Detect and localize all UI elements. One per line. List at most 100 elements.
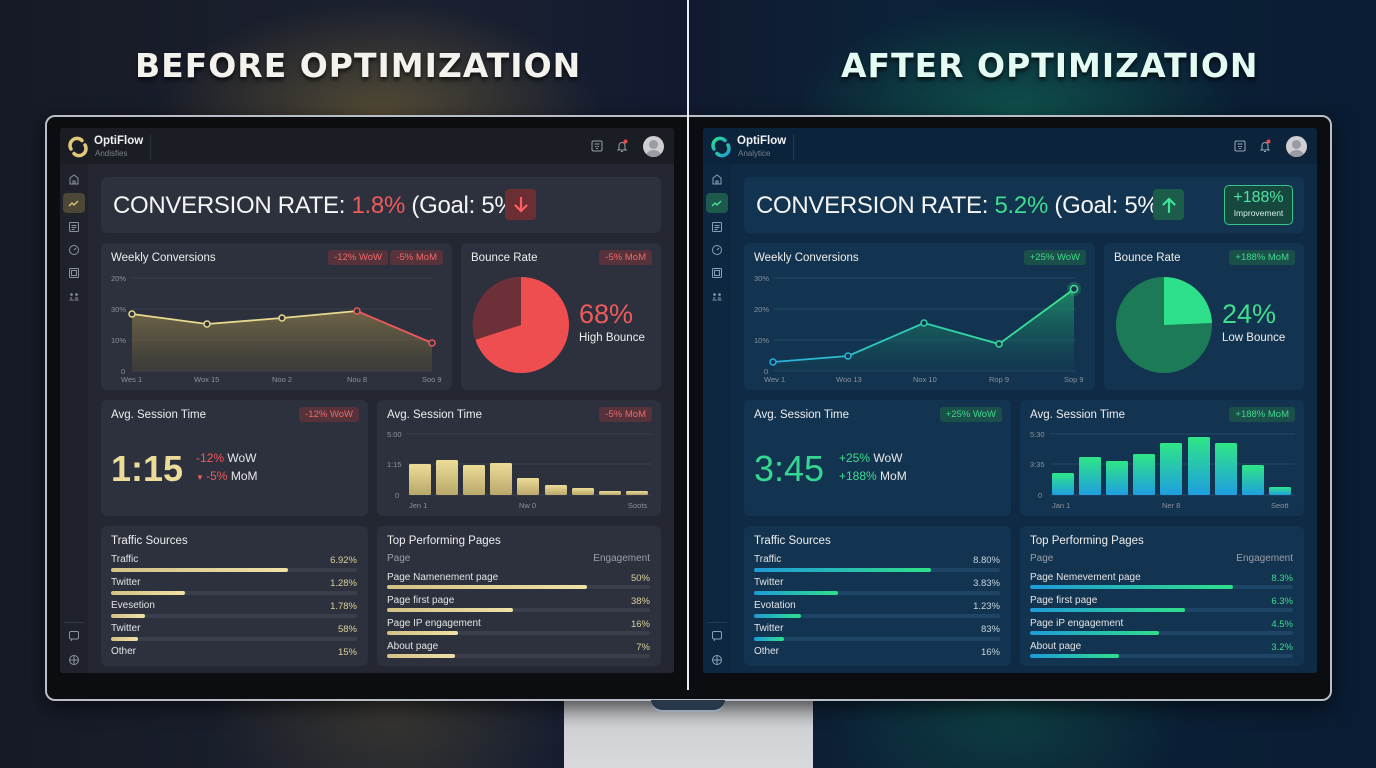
traffic-sources-card: Traffic Sources Traffic 6.92% Twitter 1.… bbox=[101, 526, 368, 666]
chat-icon bbox=[712, 631, 722, 642]
progress-bar bbox=[111, 637, 357, 641]
session-deltas: -12% WoW ▼ -5% MoM bbox=[196, 451, 258, 483]
wow-badge: -12% WoW bbox=[328, 250, 388, 265]
session-value: 3:45 bbox=[754, 448, 825, 489]
sidebar-item-reports[interactable] bbox=[706, 217, 728, 237]
progress-bar bbox=[1030, 631, 1293, 635]
clock-icon bbox=[712, 245, 722, 255]
top-pages-card: Top Performing Pages Page Engagement Pag… bbox=[377, 526, 661, 666]
trend-icon bbox=[711, 200, 722, 207]
arrow-down-icon bbox=[513, 196, 528, 213]
sidebar-item-pages[interactable] bbox=[63, 263, 85, 283]
x-tick: Seott bbox=[1271, 501, 1289, 510]
sidebar-item-time[interactable] bbox=[706, 240, 728, 260]
chat-icon bbox=[69, 631, 79, 642]
down-caret-icon: ▼ bbox=[196, 473, 207, 482]
x-tick: Rop 9 bbox=[989, 375, 1009, 384]
pie-chart bbox=[1116, 276, 1212, 373]
x-tick: Nou 8 bbox=[347, 375, 367, 384]
x-tick: Nox 10 bbox=[913, 375, 937, 384]
users-icon bbox=[712, 293, 722, 301]
x-tick: Nw 0 bbox=[519, 501, 536, 510]
arrow-up-icon bbox=[1161, 196, 1176, 213]
bounce-value: 24% bbox=[1222, 299, 1277, 329]
sidebar-item-analytics[interactable] bbox=[63, 193, 85, 213]
x-tick: Wox 15 bbox=[194, 375, 219, 384]
sidebar-item-settings[interactable] bbox=[706, 650, 728, 670]
y-tick: 0 bbox=[121, 367, 125, 376]
progress-bar bbox=[754, 614, 1000, 618]
divider bbox=[150, 134, 151, 160]
sidebar-item-reports[interactable] bbox=[63, 217, 85, 237]
progress-bar bbox=[387, 654, 650, 658]
app-subtitle: Analytice bbox=[738, 149, 771, 158]
monitor-neck bbox=[651, 700, 725, 712]
card-title: Bounce Rate bbox=[1114, 252, 1181, 264]
x-tick: Jen 1 bbox=[409, 501, 427, 510]
trend-icon bbox=[68, 200, 79, 207]
progress-bar bbox=[1030, 654, 1293, 658]
bell-icon[interactable] bbox=[1258, 139, 1272, 153]
sidebar-item-settings[interactable] bbox=[63, 650, 85, 670]
sidebar-item-users[interactable] bbox=[63, 287, 85, 307]
y-tick: 5:30 bbox=[1030, 430, 1045, 439]
app-name: OptiFlow bbox=[737, 135, 787, 147]
conversion-rate-text: CONVERSION RATE: 5.2% (Goal: 5%) bbox=[756, 192, 1166, 220]
progress-bar bbox=[1030, 585, 1293, 589]
avatar[interactable] bbox=[1286, 136, 1307, 157]
calendar-icon[interactable] bbox=[1233, 139, 1247, 153]
sidebar-item-chat[interactable] bbox=[706, 626, 728, 646]
wow-badge: +25% WoW bbox=[1023, 250, 1086, 265]
dashboard-after: OptiFlow Analytice CONVERSION RATE: 5.2%… bbox=[703, 128, 1317, 673]
bounce-label: Low Bounce bbox=[1222, 332, 1286, 344]
column-header-engagement: Engagement bbox=[1236, 553, 1293, 564]
bounce-value: 68% bbox=[579, 299, 634, 329]
y-tick: 0 bbox=[395, 491, 399, 500]
avatar[interactable] bbox=[643, 136, 664, 157]
card-title: Traffic Sources bbox=[754, 535, 831, 547]
dashboard-before: OptiFlow Andisfies CONVERSION RATE: 1.8%… bbox=[60, 128, 674, 673]
sidebar-item-time[interactable] bbox=[63, 240, 85, 260]
x-tick: Sop 9 bbox=[1064, 375, 1084, 384]
wow-badge: +25% WoW bbox=[939, 407, 1002, 422]
bell-icon[interactable] bbox=[615, 139, 629, 153]
logo-icon bbox=[711, 136, 731, 158]
wow-badge: -12% WoW bbox=[299, 407, 359, 422]
headline-before: BEFORE OPTIMIZATION bbox=[135, 46, 582, 85]
improvement-badge: +188% Improvement bbox=[1224, 185, 1293, 225]
headline-after: AFTER OPTIMIZATION bbox=[841, 46, 1259, 85]
calendar-icon[interactable] bbox=[590, 139, 604, 153]
trend-down-badge bbox=[505, 189, 536, 220]
sidebar-item-pages[interactable] bbox=[706, 263, 728, 283]
conversion-goal: (Goal: 5%) bbox=[1054, 192, 1167, 219]
column-header-page: Page bbox=[387, 553, 411, 564]
document-icon bbox=[712, 268, 722, 278]
mom-badge: -5% MoM bbox=[599, 407, 652, 422]
mom-badge: +188% MoM bbox=[1229, 250, 1295, 265]
progress-bar bbox=[754, 637, 1000, 641]
progress-bar bbox=[1030, 608, 1293, 612]
x-tick: Woo 13 bbox=[836, 375, 862, 384]
session-time-card: Avg. Session Time +25% WoW 3:45 +25% WoW… bbox=[744, 400, 1011, 516]
progress-bar bbox=[387, 631, 650, 635]
conversion-rate-text: CONVERSION RATE: 1.8% (Goal: 5%) bbox=[113, 192, 523, 220]
weekly-conversions-card: Weekly Conversions -12% WoW -5% MoM 20% … bbox=[101, 243, 452, 390]
x-tick: Soots bbox=[628, 501, 647, 510]
users-icon bbox=[69, 293, 79, 301]
sidebar-item-home[interactable] bbox=[63, 169, 85, 189]
trend-up-badge bbox=[1153, 189, 1184, 220]
conversion-rate-card: CONVERSION RATE: 5.2% (Goal: 5%) +188% I… bbox=[744, 177, 1304, 233]
y-tick: 3:35 bbox=[1030, 460, 1045, 469]
home-icon bbox=[712, 174, 722, 185]
sidebar-item-analytics[interactable] bbox=[706, 193, 728, 213]
sidebar-item-users[interactable] bbox=[706, 287, 728, 307]
globe-icon bbox=[69, 655, 79, 665]
card-title: Avg. Session Time bbox=[387, 409, 483, 421]
progress-bar bbox=[387, 585, 650, 589]
sidebar-item-home[interactable] bbox=[706, 169, 728, 189]
traffic-sources-card: Traffic Sources Traffic 8.80% Twitter 3.… bbox=[744, 526, 1011, 666]
sidebar-item-chat[interactable] bbox=[63, 626, 85, 646]
line-chart: 30% 20% 10% 0 Wev 1 Woo 13 Nox 10 Rop 9 … bbox=[754, 274, 1084, 384]
mom-badge: +188% MoM bbox=[1229, 407, 1295, 422]
y-tick: 10% bbox=[111, 336, 126, 345]
